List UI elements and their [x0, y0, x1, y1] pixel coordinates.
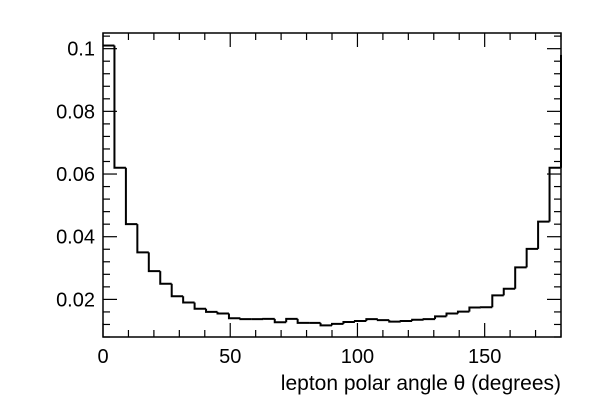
x-tick-label: 150	[468, 346, 501, 368]
histogram-bin	[239, 318, 252, 321]
marks-layer	[103, 44, 562, 327]
histogram-bin	[502, 287, 516, 296]
histogram-bin	[182, 296, 195, 304]
plot-frame	[102, 32, 562, 338]
x-axis-label: lepton polar angle θ (degrees)	[281, 372, 561, 395]
histogram-bin	[296, 318, 310, 324]
histogram-bin	[445, 312, 458, 317]
histogram-bin	[285, 317, 298, 323]
histogram-bin	[136, 224, 149, 254]
histogram-bin	[159, 271, 172, 285]
histogram-bin	[205, 308, 218, 313]
y-tick-label: 0.1	[67, 39, 95, 61]
histogram-bin	[548, 166, 561, 222]
x-tick-label: 50	[219, 346, 241, 368]
histogram-bin	[468, 306, 481, 312]
histogram-bin	[456, 310, 470, 314]
histogram-bin	[124, 167, 138, 226]
labels-layer: 0 50 100 150 0.02 0.04 0.06 0.08 0.1	[56, 39, 501, 368]
histogram-bin	[376, 319, 390, 322]
y-tick-label: 0.02	[56, 289, 95, 311]
histogram-bin	[216, 311, 229, 315]
histogram-bin	[319, 322, 332, 327]
histogram-bin	[411, 318, 424, 322]
histogram-bin	[342, 320, 355, 324]
histogram-bin	[514, 266, 527, 289]
histogram-bin	[147, 252, 161, 273]
histogram-bin	[491, 294, 504, 308]
histogram-bin	[170, 283, 184, 298]
histogram-bin	[353, 320, 367, 323]
y-tick-label: 0.04	[56, 227, 95, 249]
x-tick-label: 0	[97, 346, 108, 368]
histogram-bin	[273, 318, 287, 324]
histogram-bin	[193, 302, 207, 310]
histogram-bin	[331, 322, 344, 326]
histogram-bin	[537, 220, 550, 249]
histogram-bin	[399, 320, 413, 323]
histogram-bin	[365, 318, 378, 322]
histogram-bin	[422, 318, 436, 321]
histogram-bin	[227, 313, 241, 320]
histogram-bin	[113, 45, 126, 169]
x-tick-label: 100	[341, 346, 374, 368]
histogram-bin	[434, 315, 447, 320]
histogram-bin	[525, 247, 539, 268]
histogram-bin	[388, 320, 401, 323]
y-tick-label: 0.08	[56, 101, 95, 123]
y-tick-label: 0.06	[56, 164, 95, 186]
